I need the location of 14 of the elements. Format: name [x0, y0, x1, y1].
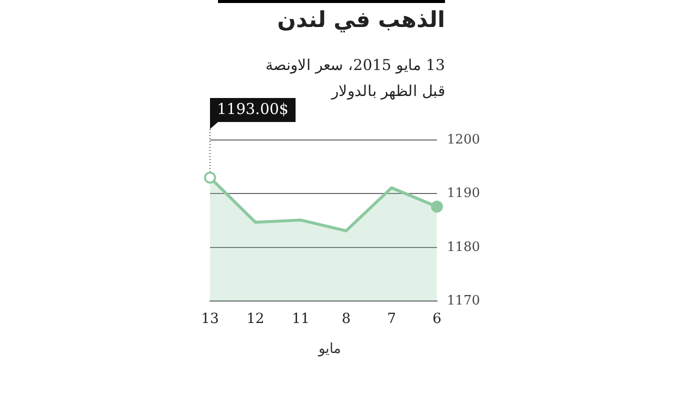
chart-subtitle: 13 مايو 2015، سعر الاونصة قبل الظهر بالدولار [266, 56, 445, 100]
y-tick-label: 1170 [446, 294, 480, 309]
y-tick-label: 1200 [446, 132, 480, 148]
y-tick-label: 1180 [446, 240, 480, 255]
x-tick-label: 6 [432, 311, 442, 328]
x-tick-label: 11 [292, 311, 310, 328]
y-tick-label: 1190 [446, 186, 480, 202]
chart-title: الذهب في لندن [277, 8, 445, 33]
x-tick-label: 12 [246, 311, 264, 328]
x-tick-label: 7 [387, 311, 396, 328]
x-tick-label: 8 [342, 311, 351, 328]
x-tick-label: 13 [201, 311, 219, 328]
x-axis-title: مايو [316, 340, 342, 357]
annotation: 1193.00$ [217, 100, 289, 118]
